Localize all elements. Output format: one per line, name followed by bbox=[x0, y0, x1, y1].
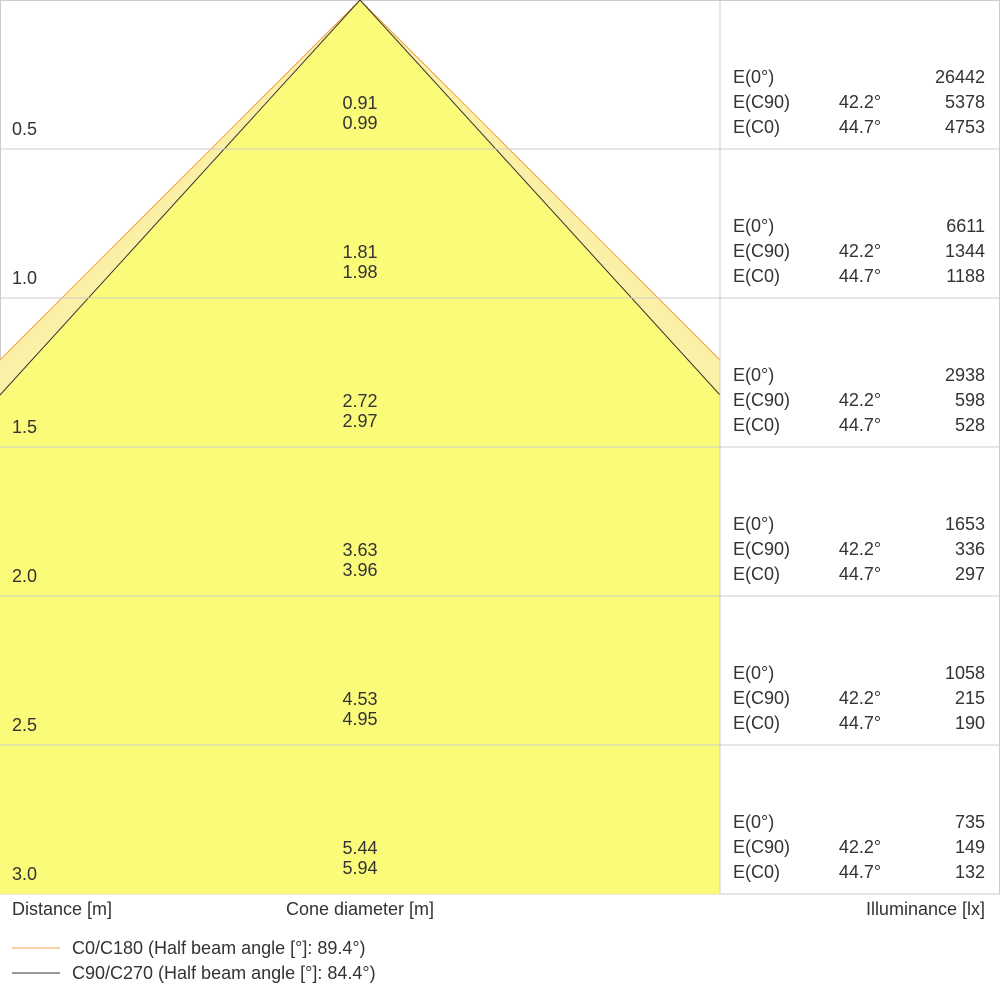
distance-label: Distance [m] bbox=[12, 899, 112, 919]
illuminance-value: 528 bbox=[955, 415, 985, 435]
cone-diameter: 4.95 bbox=[342, 709, 377, 729]
cone-diameter: 1.81 bbox=[342, 242, 377, 262]
angle: 44.7° bbox=[839, 564, 881, 584]
cone-diameter: 2.97 bbox=[342, 411, 377, 431]
illuminance-label: E(C0) bbox=[733, 117, 780, 137]
cone-diameter: 5.44 bbox=[342, 838, 377, 858]
illuminance-label: E(C0) bbox=[733, 415, 780, 435]
angle: 44.7° bbox=[839, 713, 881, 733]
illuminance-value: 190 bbox=[955, 713, 985, 733]
illuminance-value: 1344 bbox=[945, 241, 985, 261]
illuminance-value: 598 bbox=[955, 390, 985, 410]
c90-edge bbox=[0, 0, 721, 396]
angle: 42.2° bbox=[839, 688, 881, 708]
distance: 2.5 bbox=[12, 715, 37, 735]
illuminance-label: E(0°) bbox=[733, 216, 774, 236]
angle: 44.7° bbox=[839, 415, 881, 435]
illuminance-label: E(C0) bbox=[733, 862, 780, 882]
angle: 42.2° bbox=[839, 837, 881, 857]
illuminance-value: 6611 bbox=[946, 216, 985, 236]
cone-diameter: 0.99 bbox=[342, 113, 377, 133]
distance: 2.0 bbox=[12, 566, 37, 586]
angle: 44.7° bbox=[839, 266, 881, 286]
illuminance-label: E(0°) bbox=[733, 67, 774, 87]
cone-diameter: 1.98 bbox=[342, 262, 377, 282]
illuminance-label: E(C90) bbox=[733, 92, 790, 112]
angle: 42.2° bbox=[839, 539, 881, 559]
illuminance-label: E(C90) bbox=[733, 688, 790, 708]
cone-diameter: 0.91 bbox=[342, 93, 377, 113]
illuminance-value: 1188 bbox=[946, 266, 985, 286]
legend-label: C90/C270 (Half beam angle [°]: 84.4°) bbox=[72, 963, 376, 983]
angle: 42.2° bbox=[839, 92, 881, 112]
legend-label: C0/C180 (Half beam angle [°]: 89.4°) bbox=[72, 938, 366, 958]
illuminance-label: E(0°) bbox=[733, 514, 774, 534]
distance: 0.5 bbox=[12, 119, 37, 139]
cone-diameter: 3.96 bbox=[342, 560, 377, 580]
angle: 44.7° bbox=[839, 117, 881, 137]
illuminance-value: 149 bbox=[955, 837, 985, 857]
illuminance-value: 336 bbox=[955, 539, 985, 559]
angle: 44.7° bbox=[839, 862, 881, 882]
cone-diameter: 5.94 bbox=[342, 858, 377, 878]
illuminance-value: 297 bbox=[955, 564, 985, 584]
illuminance-value: 2938 bbox=[945, 365, 985, 385]
illuminance-value: 1058 bbox=[945, 663, 985, 683]
illuminance-label: E(0°) bbox=[733, 812, 774, 832]
angle: 42.2° bbox=[839, 390, 881, 410]
illuminance-label: E(C0) bbox=[733, 266, 780, 286]
illuminance-value: 735 bbox=[955, 812, 985, 832]
angle: 42.2° bbox=[839, 241, 881, 261]
illuminance-value: 215 bbox=[955, 688, 985, 708]
illuminance-label: E(C0) bbox=[733, 713, 780, 733]
illuminance-label: E(C0) bbox=[733, 564, 780, 584]
cone-diameter: 4.53 bbox=[342, 689, 377, 709]
illuminance-value: 1653 bbox=[945, 514, 985, 534]
illuminance-label: E(0°) bbox=[733, 365, 774, 385]
cone-label: Cone diameter [m] bbox=[286, 899, 434, 919]
distance: 1.0 bbox=[12, 268, 37, 288]
illuminance-label: E(C90) bbox=[733, 241, 790, 261]
illuminance-label: E(C90) bbox=[733, 539, 790, 559]
distance: 1.5 bbox=[12, 417, 37, 437]
distance: 3.0 bbox=[12, 864, 37, 884]
illuminance-value: 4753 bbox=[945, 117, 985, 137]
illuminance-value: 5378 bbox=[945, 92, 985, 112]
illuminance-value: 132 bbox=[955, 862, 985, 882]
illuminance-label: Illuminance [lx] bbox=[866, 899, 985, 919]
cone-diameter: 3.63 bbox=[342, 540, 377, 560]
cone-diameter: 2.72 bbox=[342, 391, 377, 411]
illuminance-label: E(0°) bbox=[733, 663, 774, 683]
illuminance-value: 26442 bbox=[935, 67, 985, 87]
c0-edge bbox=[0, 0, 721, 361]
illuminance-label: E(C90) bbox=[733, 390, 790, 410]
illuminance-label: E(C90) bbox=[733, 837, 790, 857]
